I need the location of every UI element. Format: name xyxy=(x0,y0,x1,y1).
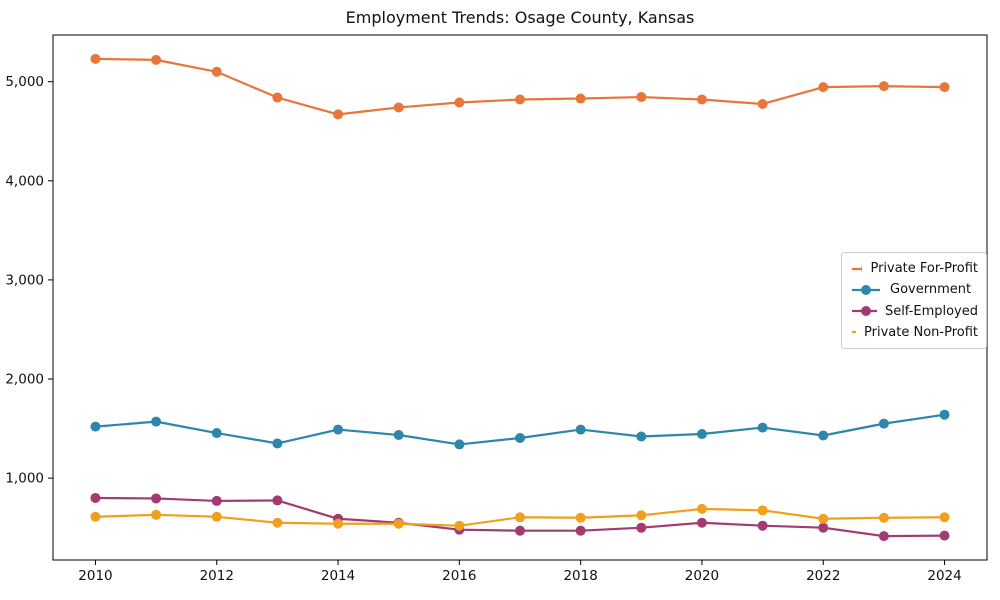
legend-entry: Government xyxy=(850,279,978,300)
legend-marker-icon xyxy=(852,284,880,295)
legend-entry: Private Non-Profit xyxy=(850,322,978,343)
x-tick-label: 2022 xyxy=(806,568,840,584)
data-point-marker xyxy=(515,512,525,523)
data-point-marker xyxy=(636,92,647,103)
x-tick-label: 2024 xyxy=(927,568,961,584)
data-point-marker xyxy=(818,430,829,441)
data-point-marker xyxy=(272,517,283,528)
data-point-marker xyxy=(211,428,222,439)
y-tick-label: 5,000 xyxy=(5,74,44,90)
data-point-marker xyxy=(696,94,707,105)
legend-marker-icon xyxy=(852,331,857,334)
data-point-marker xyxy=(636,522,647,533)
x-tick-label: 2010 xyxy=(78,568,112,584)
data-point-marker xyxy=(878,531,889,542)
data-point-marker xyxy=(878,512,889,523)
data-point-marker xyxy=(818,513,829,524)
data-point-marker xyxy=(90,421,101,432)
data-point-marker xyxy=(333,424,344,435)
data-point-marker xyxy=(575,424,586,435)
data-point-marker xyxy=(454,439,465,450)
data-point-marker xyxy=(211,495,222,506)
data-point-marker xyxy=(333,109,344,120)
legend-label: Private For-Profit xyxy=(870,261,978,277)
x-tick-label: 2018 xyxy=(563,568,597,584)
x-tick-label: 2012 xyxy=(200,568,234,584)
data-point-marker xyxy=(211,66,222,77)
data-point-marker xyxy=(151,416,162,427)
legend: Private For-Profit Government Self-Employe… xyxy=(841,252,987,349)
data-point-marker xyxy=(696,429,707,440)
data-point-marker xyxy=(90,511,101,522)
data-point-marker xyxy=(939,512,950,523)
y-tick-label: 3,000 xyxy=(5,272,44,288)
data-point-marker xyxy=(636,431,647,442)
legend-label: Self-Employed xyxy=(884,303,978,319)
data-point-marker xyxy=(515,94,525,105)
data-point-marker xyxy=(757,98,768,109)
data-point-marker xyxy=(757,520,768,531)
data-point-marker xyxy=(151,509,162,520)
data-point-marker xyxy=(636,510,647,521)
data-point-marker xyxy=(333,518,344,529)
data-point-marker xyxy=(818,82,829,93)
data-point-marker xyxy=(454,520,465,531)
data-point-marker xyxy=(878,81,889,92)
data-point-marker xyxy=(575,93,586,104)
data-point-marker xyxy=(272,92,283,103)
data-point-marker xyxy=(575,512,586,523)
x-tick-label: 2016 xyxy=(442,568,476,584)
data-point-marker xyxy=(393,430,404,441)
x-tick-label: 2020 xyxy=(685,568,719,584)
data-point-marker xyxy=(818,522,829,533)
plot-frame xyxy=(52,34,988,561)
data-point-marker xyxy=(757,422,768,433)
legend-marker-icon xyxy=(852,265,863,273)
data-point-marker xyxy=(939,82,950,93)
data-point-marker xyxy=(211,511,222,522)
y-tick-label: 2,000 xyxy=(5,372,44,388)
data-point-marker xyxy=(272,495,283,506)
x-tick-label: 2014 xyxy=(321,568,355,584)
data-point-marker xyxy=(878,418,889,429)
legend-entry: Private For-Profit xyxy=(850,258,978,279)
data-point-marker xyxy=(151,54,162,65)
data-point-marker xyxy=(939,530,950,541)
data-point-marker xyxy=(757,505,768,516)
legend-marker-icon xyxy=(852,306,877,317)
data-point-marker xyxy=(90,53,101,64)
y-tick-label: 4,000 xyxy=(5,173,44,189)
chart-title: Employment Trends: Osage County, Kansas xyxy=(345,8,695,27)
data-point-marker xyxy=(272,438,283,449)
data-point-marker xyxy=(393,518,404,529)
data-point-marker xyxy=(515,432,525,443)
data-point-marker xyxy=(454,97,465,108)
data-point-marker xyxy=(515,525,525,536)
data-point-marker xyxy=(393,102,404,113)
data-point-marker xyxy=(696,503,707,514)
series-line-0 xyxy=(94,57,946,116)
data-point-marker xyxy=(939,409,950,420)
data-point-marker xyxy=(696,517,707,528)
legend-label: Government xyxy=(890,282,972,298)
y-tick-label: 1,000 xyxy=(5,471,44,487)
data-point-marker xyxy=(575,525,586,536)
data-point-marker xyxy=(151,493,162,504)
legend-entry: Self-Employed xyxy=(850,301,978,322)
legend-label: Private Non-Profit xyxy=(864,324,978,340)
data-point-marker xyxy=(90,492,101,503)
